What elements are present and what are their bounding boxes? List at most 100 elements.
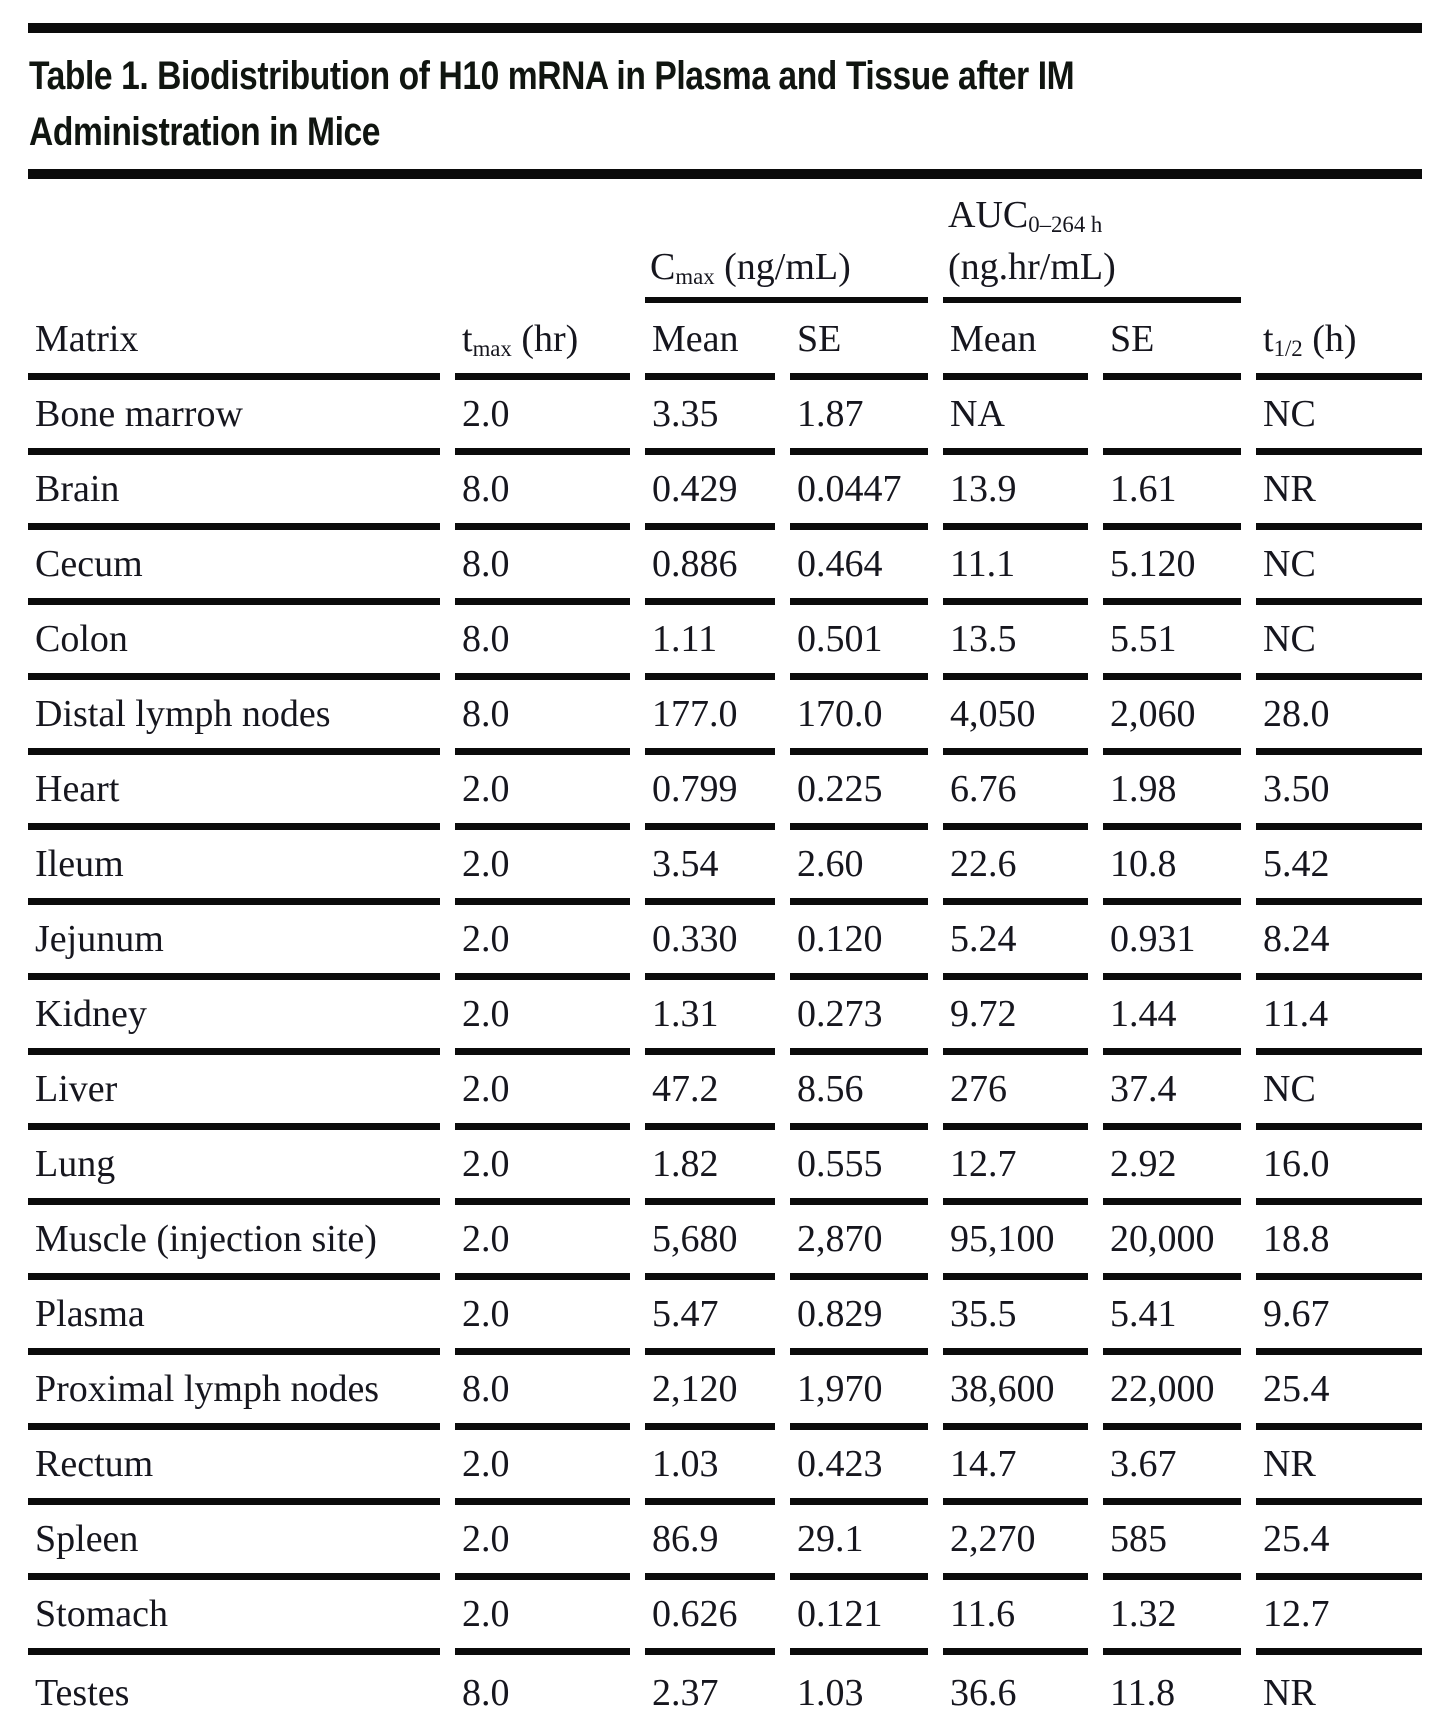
cell-cmax-mean: 1.31 bbox=[645, 980, 775, 1055]
cell-auc-mean: 36.6 bbox=[950, 1671, 1017, 1714]
cell-thalf: NC bbox=[1256, 1055, 1422, 1130]
cell-tmax: 2.0 bbox=[455, 1055, 630, 1130]
cell-matrix: Distal lymph nodes bbox=[28, 680, 440, 755]
cell-auc-mean: 38,600 bbox=[943, 1355, 1088, 1430]
cell-matrix: Stomach bbox=[28, 1580, 440, 1655]
cell-cmax-mean: 3.54 bbox=[645, 830, 775, 905]
cell-cmax-se: 0.121 bbox=[790, 1580, 928, 1655]
cell-auc-se: 585 bbox=[1103, 1505, 1241, 1580]
cell-tmax: 2.0 bbox=[455, 1580, 630, 1655]
cell-cmax-mean: 0.886 bbox=[645, 530, 775, 605]
cell-cmax-mean: 2,120 bbox=[645, 1355, 775, 1430]
cell-tmax: 8.0 bbox=[462, 1671, 510, 1714]
cell-auc-mean: 4,050 bbox=[943, 680, 1088, 755]
paper-table-page: Table 1. Biodistribution of H10 mRNA in … bbox=[28, 23, 1422, 1730]
cell-thalf: 9.67 bbox=[1256, 1280, 1422, 1355]
cell-cmax-mean: 0.626 bbox=[645, 1580, 775, 1655]
column-header-tmax: tmax (hr) bbox=[455, 303, 630, 380]
cell-cmax-mean: 177.0 bbox=[645, 680, 775, 755]
cell-auc-se: 1.32 bbox=[1103, 1580, 1241, 1655]
cell-tmax: 8.0 bbox=[455, 455, 630, 530]
cell-auc-mean: 35.5 bbox=[943, 1280, 1088, 1355]
cell-thalf: 3.50 bbox=[1256, 755, 1422, 830]
column-header-cmax-mean: Mean bbox=[645, 303, 775, 380]
cell-cmax-se: 29.1 bbox=[790, 1505, 928, 1580]
cell-matrix: Colon bbox=[28, 605, 440, 680]
cell-cmax-se: 1,970 bbox=[790, 1355, 928, 1430]
table-title: Table 1. Biodistribution of H10 mRNA in … bbox=[29, 48, 1199, 160]
cell-cmax-mean: 1.82 bbox=[645, 1130, 775, 1205]
cell-matrix: Muscle (injection site) bbox=[28, 1205, 440, 1280]
cell-matrix: Testes bbox=[35, 1671, 130, 1714]
cell-auc-se: 20,000 bbox=[1103, 1205, 1241, 1280]
cell-cmax-se: 0.423 bbox=[790, 1430, 928, 1505]
auc-group-unit: (ng.hr/mL) bbox=[948, 246, 1116, 288]
cell-cmax-se: 0.120 bbox=[790, 905, 928, 980]
column-header-auc-mean: Mean bbox=[943, 303, 1088, 380]
cell-tmax: 2.0 bbox=[455, 1130, 630, 1205]
cell-auc-se bbox=[1103, 380, 1241, 455]
cmax-group-header: Cmax (ng/mL) bbox=[645, 179, 928, 303]
cell-auc-se: 5.51 bbox=[1103, 605, 1241, 680]
cell-matrix: Brain bbox=[28, 455, 440, 530]
cell-auc-se: 5.120 bbox=[1103, 530, 1241, 605]
cell-cmax-mean: 5,680 bbox=[645, 1205, 775, 1280]
cell-cmax-mean: 0.429 bbox=[645, 455, 775, 530]
biodistribution-table: Cmax (ng/mL) AUC0–264 h (ng.hr/mL) Matri… bbox=[28, 179, 1422, 1730]
cell-cmax-se: 2.60 bbox=[790, 830, 928, 905]
cell-thalf: NR bbox=[1263, 1671, 1316, 1714]
cell-auc-se: 11.8 bbox=[1110, 1671, 1176, 1714]
cell-auc-mean: NA bbox=[943, 380, 1088, 455]
cell-auc-mean: 276 bbox=[943, 1055, 1088, 1130]
auc-group-label: AUC0–264 h bbox=[948, 194, 1103, 238]
cell-matrix: Spleen bbox=[28, 1505, 440, 1580]
cell-matrix: Cecum bbox=[28, 530, 440, 605]
cell-matrix: Plasma bbox=[28, 1280, 440, 1355]
cell-tmax: 8.0 bbox=[455, 1355, 630, 1430]
cell-auc-mean: 11.1 bbox=[943, 530, 1088, 605]
cell-thalf: 5.42 bbox=[1256, 830, 1422, 905]
cell-matrix: Ileum bbox=[28, 830, 440, 905]
cell-cmax-mean: 1.11 bbox=[645, 605, 775, 680]
cell-thalf: 12.7 bbox=[1256, 1580, 1422, 1655]
cell-thalf: 8.24 bbox=[1256, 905, 1422, 980]
cell-thalf: 18.8 bbox=[1256, 1205, 1422, 1280]
cell-cmax-se: 8.56 bbox=[790, 1055, 928, 1130]
cell-auc-mean: 22.6 bbox=[943, 830, 1088, 905]
cell-tmax: 8.0 bbox=[455, 530, 630, 605]
cell-auc-mean: 13.5 bbox=[943, 605, 1088, 680]
cell-thalf: 16.0 bbox=[1256, 1130, 1422, 1205]
cell-tmax: 2.0 bbox=[455, 980, 630, 1055]
cell-cmax-mean: 0.330 bbox=[645, 905, 775, 980]
cell-tmax: 2.0 bbox=[455, 1205, 630, 1280]
cell-cmax-se: 1.87 bbox=[790, 380, 928, 455]
cell-thalf: 25.4 bbox=[1256, 1505, 1422, 1580]
cell-thalf: 11.4 bbox=[1256, 980, 1422, 1055]
cell-cmax-se: 0.0447 bbox=[790, 455, 928, 530]
cell-thalf: 25.4 bbox=[1256, 1355, 1422, 1430]
cell-thalf: NC bbox=[1256, 605, 1422, 680]
cell-tmax: 2.0 bbox=[455, 830, 630, 905]
cell-cmax-se: 2,870 bbox=[790, 1205, 928, 1280]
cell-cmax-se: 1.03 bbox=[797, 1671, 864, 1714]
cell-tmax: 8.0 bbox=[455, 605, 630, 680]
spanner-spacer-tmax bbox=[455, 179, 630, 303]
cell-thalf: NC bbox=[1256, 380, 1422, 455]
auc-group-header: AUC0–264 h (ng.hr/mL) bbox=[943, 179, 1241, 303]
cell-cmax-se: 0.501 bbox=[790, 605, 928, 680]
tmax-label: tmax (hr) bbox=[462, 318, 579, 362]
cell-auc-mean: 5.24 bbox=[943, 905, 1088, 980]
cell-cmax-mean: 2.37 bbox=[652, 1671, 719, 1714]
cell-cmax-mean: 3.35 bbox=[645, 380, 775, 455]
cell-tmax: 2.0 bbox=[455, 1430, 630, 1505]
cell-auc-se: 1.44 bbox=[1103, 980, 1241, 1055]
cell-auc-mean: 13.9 bbox=[943, 455, 1088, 530]
title-bottom-rule bbox=[28, 169, 1422, 179]
cell-auc-mean: 12.7 bbox=[943, 1130, 1088, 1205]
cell-auc-mean: 14.7 bbox=[943, 1430, 1088, 1505]
cell-thalf: 28.0 bbox=[1256, 680, 1422, 755]
cell-auc-se: 22,000 bbox=[1103, 1355, 1241, 1430]
cell-auc-se: 37.4 bbox=[1103, 1055, 1241, 1130]
cell-auc-se: 10.8 bbox=[1103, 830, 1241, 905]
cell-cmax-se: 0.464 bbox=[790, 530, 928, 605]
